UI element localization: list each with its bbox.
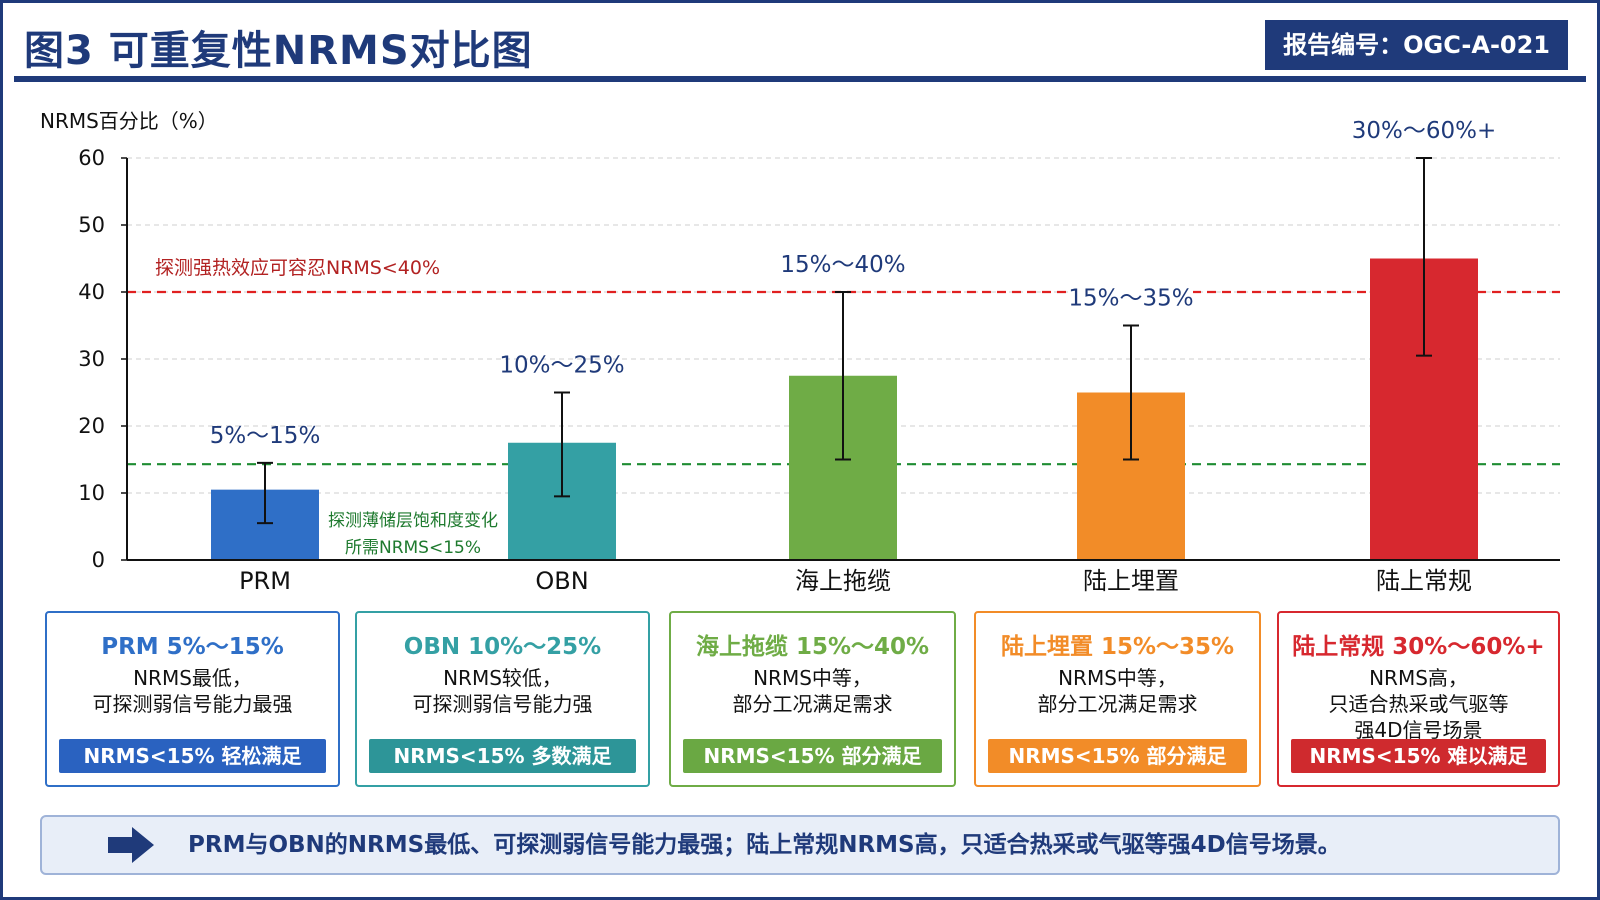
y-tick-label: 50 bbox=[78, 213, 105, 237]
summary-card: OBN 10%～25% NRMS较低， 可探测弱信号能力强 NRMS<15% 多数满… bbox=[355, 611, 650, 787]
arrow-right-icon bbox=[108, 827, 154, 863]
threshold-label: 所需NRMS<15% bbox=[345, 538, 481, 558]
range-label: 10%～25% bbox=[499, 353, 624, 379]
y-tick-label: 60 bbox=[78, 146, 105, 170]
y-tick-label: 20 bbox=[78, 414, 105, 438]
card-title: 陆上常规 30%～60%+ bbox=[1292, 634, 1545, 660]
y-axis-label: NRMS百分比（%） bbox=[40, 109, 218, 133]
range-label-bg bbox=[1069, 281, 1193, 316]
threshold-label: 探测薄储层饱和度变化 bbox=[328, 511, 498, 531]
summary-card: PRM 5%～15% NRMS最低， 可探测弱信号能力最强 NRMS<15% 轻松满… bbox=[45, 611, 340, 787]
range-label: 15%～40% bbox=[780, 252, 905, 278]
card-title: PRM 5%～15% bbox=[101, 634, 284, 660]
conclusion-box: PRM与OBN的NRMS最低、可探测弱信号能力最强；陆上常规NRMS高，只适合热… bbox=[40, 815, 1560, 875]
conclusion-text: PRM与OBN的NRMS最低、可探测弱信号能力最强；陆上常规NRMS高，只适合热… bbox=[188, 832, 1341, 858]
error-bars bbox=[257, 157, 1432, 525]
card-description: NRMS较低， 可探测弱信号能力强 bbox=[412, 666, 593, 716]
y-tick-label: 30 bbox=[78, 347, 105, 371]
chart-labels: 0 10 20 30 40 50 60 探测强热效应可容忍NRMS<40% 探测薄储层饱和度变化… bbox=[78, 118, 1496, 595]
card-badge: NRMS<15% 轻松满足 bbox=[59, 739, 326, 773]
card-title: 海上拖缆 15%～40% bbox=[695, 634, 930, 660]
threshold-label: 探测强热效应可容忍NRMS<40% bbox=[155, 257, 440, 279]
grid-lines bbox=[127, 157, 1560, 494]
card-title: OBN 10%～25% bbox=[403, 634, 602, 660]
card-badge: NRMS<15% 多数满足 bbox=[369, 739, 636, 773]
card-description: NRMS中等， 部分工况满足需求 bbox=[1037, 666, 1198, 716]
page-title: 图3 可重复性NRMS对比图 bbox=[24, 28, 533, 74]
card-description: NRMS最低， 可探测弱信号能力最强 bbox=[92, 666, 293, 716]
summary-card: 陆上埋置 15%～35% NRMS中等， 部分工况满足需求 NRMS<15% 部分满… bbox=[974, 611, 1261, 787]
x-tick-label: OBN bbox=[535, 567, 588, 595]
card-badge: NRMS<15% 部分满足 bbox=[683, 739, 942, 773]
card-badge: NRMS<15% 难以满足 bbox=[1291, 739, 1546, 773]
card-description: NRMS高， 只适合热采或气驱等 强4D信号场景 bbox=[1328, 666, 1509, 742]
summary-card: 海上拖缆 15%～40% NRMS中等， 部分工况满足需求 NRMS<15% 部分满… bbox=[669, 611, 956, 787]
card-badge: NRMS<15% 部分满足 bbox=[988, 739, 1247, 773]
range-label: 30%～60%+ bbox=[1352, 118, 1497, 144]
range-label: 15%～35% bbox=[1068, 286, 1193, 312]
axes bbox=[121, 157, 1560, 561]
x-tick-label: PRM bbox=[239, 567, 291, 595]
range-label: 5%～15% bbox=[210, 423, 321, 449]
y-tick-label: 40 bbox=[78, 280, 105, 304]
summary-card: 陆上常规 30%～60%+ NRMS高， 只适合热采或气驱等 强4D信号场景 NRM… bbox=[1277, 611, 1560, 787]
card-title: 陆上埋置 15%～35% bbox=[1000, 634, 1235, 660]
x-tick-label: 海上拖缆 bbox=[795, 567, 891, 595]
y-tick-label: 10 bbox=[78, 481, 105, 505]
y-tick-label: 0 bbox=[92, 548, 105, 572]
nrms-bar-chart: NRMS百分比（%） 0 10 20 30 40 50 60 探测强热效应可容忍NRMS<40… bbox=[40, 109, 1560, 595]
card-description: NRMS中等， 部分工况满足需求 bbox=[732, 666, 893, 716]
report-id-badge: 报告编号：OGC-A-021 bbox=[1265, 20, 1568, 70]
title-divider bbox=[14, 76, 1586, 82]
x-tick-label: 陆上常规 bbox=[1376, 567, 1472, 595]
x-tick-label: 陆上埋置 bbox=[1083, 567, 1179, 595]
